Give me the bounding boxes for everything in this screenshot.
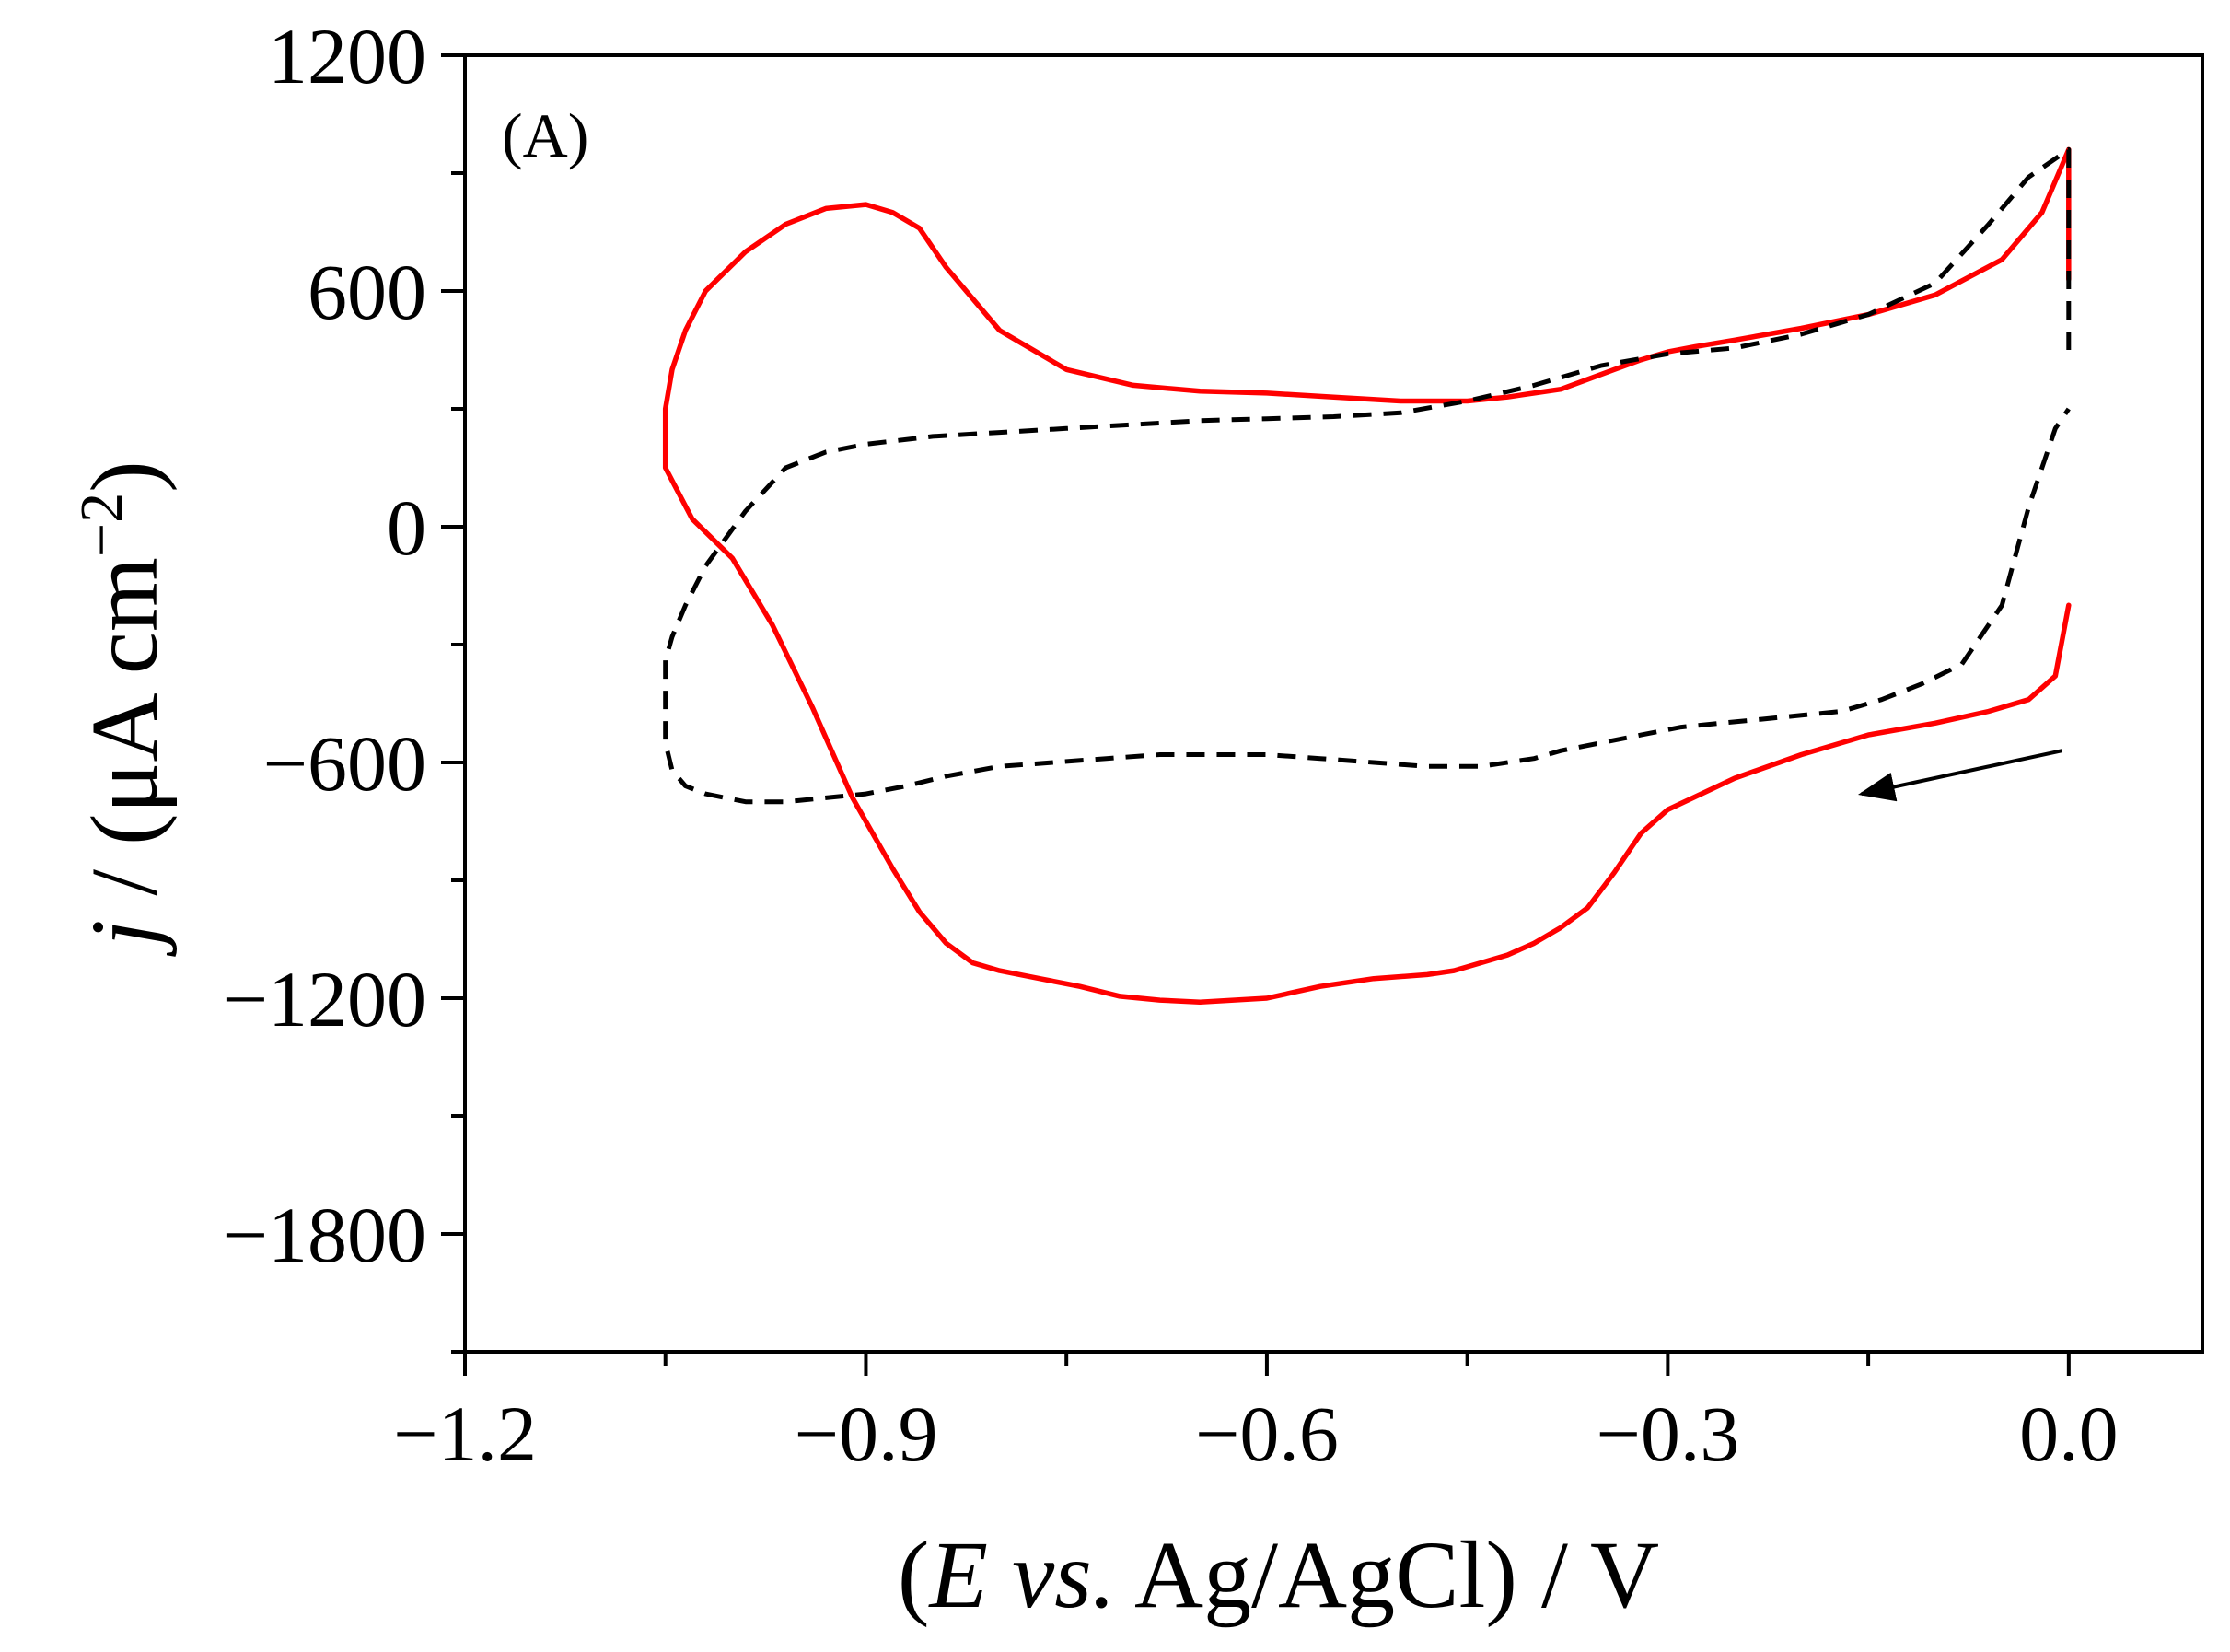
arrow-layer [1857,749,2063,802]
x-tick-label: −0.3 [1596,1390,1739,1478]
x-axis-title-var: E [928,1522,989,1628]
x-axis-title-rest: Ag/AgCl) / V [1134,1522,1659,1628]
x-axis-title-open: ( [898,1522,930,1628]
x-tick-label: −1.2 [393,1390,537,1478]
x-tick-label: −0.6 [1195,1390,1339,1478]
y-axis-title-sup: −2 [68,493,135,557]
y-tick-label: 0 [387,483,426,572]
y-axis-title-rest: / (μA cm [72,557,178,896]
y-tick-label: −1800 [223,1191,426,1279]
y-tick-label: −600 [262,719,426,808]
plot-frame [463,53,2204,1354]
panel-label: (A) [502,100,588,170]
y-tick-label: 1200 [268,12,426,100]
x-axis-title-vs: vs. [1012,1522,1116,1628]
series-black-dashed [663,146,2072,805]
series-layer [662,146,2072,1006]
y-axis-title: j / (μA cm−2) [68,460,178,958]
tick-layer: −1.2 −0.9 −0.6 −0.3 0.0 1200 600 0 −600 −1200 −180… [223,12,2118,1478]
y-tick-label: −1200 [223,955,426,1043]
x-axis-title: (E vs. Ag/AgCl) / V [898,1522,1659,1628]
scan-direction-arrow [1857,749,2063,802]
series-red-solid [662,146,2072,1006]
y-axis-title-close: ) [72,460,178,493]
x-tick-label: −0.9 [794,1390,937,1478]
x-tick-label: 0.0 [2019,1390,2119,1478]
y-tick-label: 600 [308,248,426,336]
y-axis-title-var: j [72,920,178,958]
